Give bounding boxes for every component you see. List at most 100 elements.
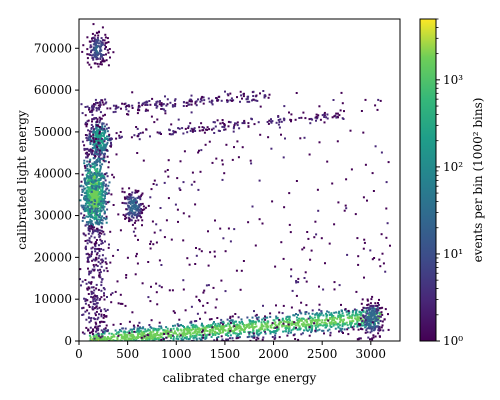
heatmap-cell [195,325,198,328]
heatmap-cell [105,324,108,327]
heatmap-cell [231,99,233,102]
heatmap-cell [85,136,88,139]
heatmap-cell [378,313,381,316]
heatmap-cell [170,333,173,336]
heatmap-cell [101,336,104,339]
heatmap-cell [361,309,364,311]
heatmap-cell [96,139,99,142]
heatmap-cell [85,189,88,192]
heatmap-cell [103,338,106,341]
heatmap-cell [142,332,145,335]
heatmap-cell [239,322,242,325]
heatmap-cell [369,331,372,334]
heatmap-cell [84,148,87,151]
heatmap-cell [108,133,111,136]
heatmap-cell [154,328,157,331]
heatmap-cell [98,130,101,133]
heatmap-cell [368,306,371,309]
heatmap-cell [283,206,286,209]
heatmap-cell [130,215,133,218]
heatmap-cell [91,228,94,231]
heatmap-cell [142,337,145,340]
heatmap-cell [313,322,316,325]
heatmap-cell [148,100,151,102]
heatmap-cell [93,307,96,310]
heatmap-cell [158,328,161,331]
heatmap-cell [94,321,97,324]
heatmap-cell [170,238,173,241]
heatmap-cell [94,209,97,212]
heatmap-cell [149,247,152,250]
heatmap-cell [229,326,232,329]
heatmap-cell [164,332,167,335]
heatmap-cell [282,330,285,333]
heatmap-cell [359,327,362,330]
heatmap-cell [136,197,139,200]
heatmap-cell [232,332,235,335]
heatmap-cell [95,169,98,172]
heatmap-cell [90,111,93,114]
heatmap-cell [290,275,293,278]
heatmap-cell [98,216,101,219]
heatmap-cell [127,113,130,116]
heatmap-cell [212,329,214,332]
heatmap-cell [110,332,113,335]
heatmap-cell [251,99,253,102]
heatmap-cell [100,209,103,212]
heatmap-cell [89,338,92,340]
heatmap-cell [172,327,175,330]
heatmap-cell [96,146,99,149]
heatmap-cell [132,211,135,214]
heatmap-cell [351,311,354,314]
heatmap-cell [130,197,132,200]
heatmap-cell [218,95,221,98]
heatmap-cell [235,335,238,338]
heatmap-cell [161,107,164,110]
heatmap-cell [101,101,104,104]
heatmap-cell [283,105,286,108]
heatmap-cell [314,329,317,332]
heatmap-cell [317,114,320,117]
heatmap-cell [85,221,88,224]
heatmap-cell [273,331,276,334]
heatmap-cell [84,300,87,302]
heatmap-cell [95,337,98,340]
heatmap-cell [311,309,314,312]
heatmap-cell [95,153,98,155]
heatmap-cell [269,332,272,335]
heatmap-cell [369,302,372,305]
heatmap-cell [374,145,377,148]
heatmap-cell [147,261,150,263]
heatmap-cell [310,331,313,334]
heatmap-cell [91,296,94,299]
heatmap-cell [96,101,99,104]
heatmap-cell [96,307,99,310]
heatmap-cell [91,232,94,235]
heatmap-cell [104,211,106,214]
heatmap-cell [381,313,384,316]
heatmap-cell [97,201,100,204]
x-tick-label: 0 [75,347,83,361]
heatmap-cell [90,182,93,185]
heatmap-cell [91,57,94,59]
heatmap-cell [97,157,100,160]
heatmap-cell [159,207,162,209]
heatmap-cell [95,283,98,286]
heatmap-cell [168,335,171,338]
heatmap-cell [96,148,99,151]
heatmap-cell [94,247,96,250]
heatmap-cell [253,123,256,126]
heatmap-cell [94,46,97,49]
heatmap-cell [99,61,102,64]
heatmap-cell [199,170,202,173]
heatmap-cell [89,301,92,304]
heatmap-cell [141,104,144,107]
x-axis-label: calibrated charge energy [163,371,317,385]
heatmap-cell [97,155,100,158]
heatmap-cell [90,281,93,284]
heatmap-cell [309,258,312,261]
heatmap-cell [96,51,99,54]
heatmap-cell [182,132,185,135]
heatmap-cell [207,264,210,267]
heatmap-cell [140,334,143,337]
